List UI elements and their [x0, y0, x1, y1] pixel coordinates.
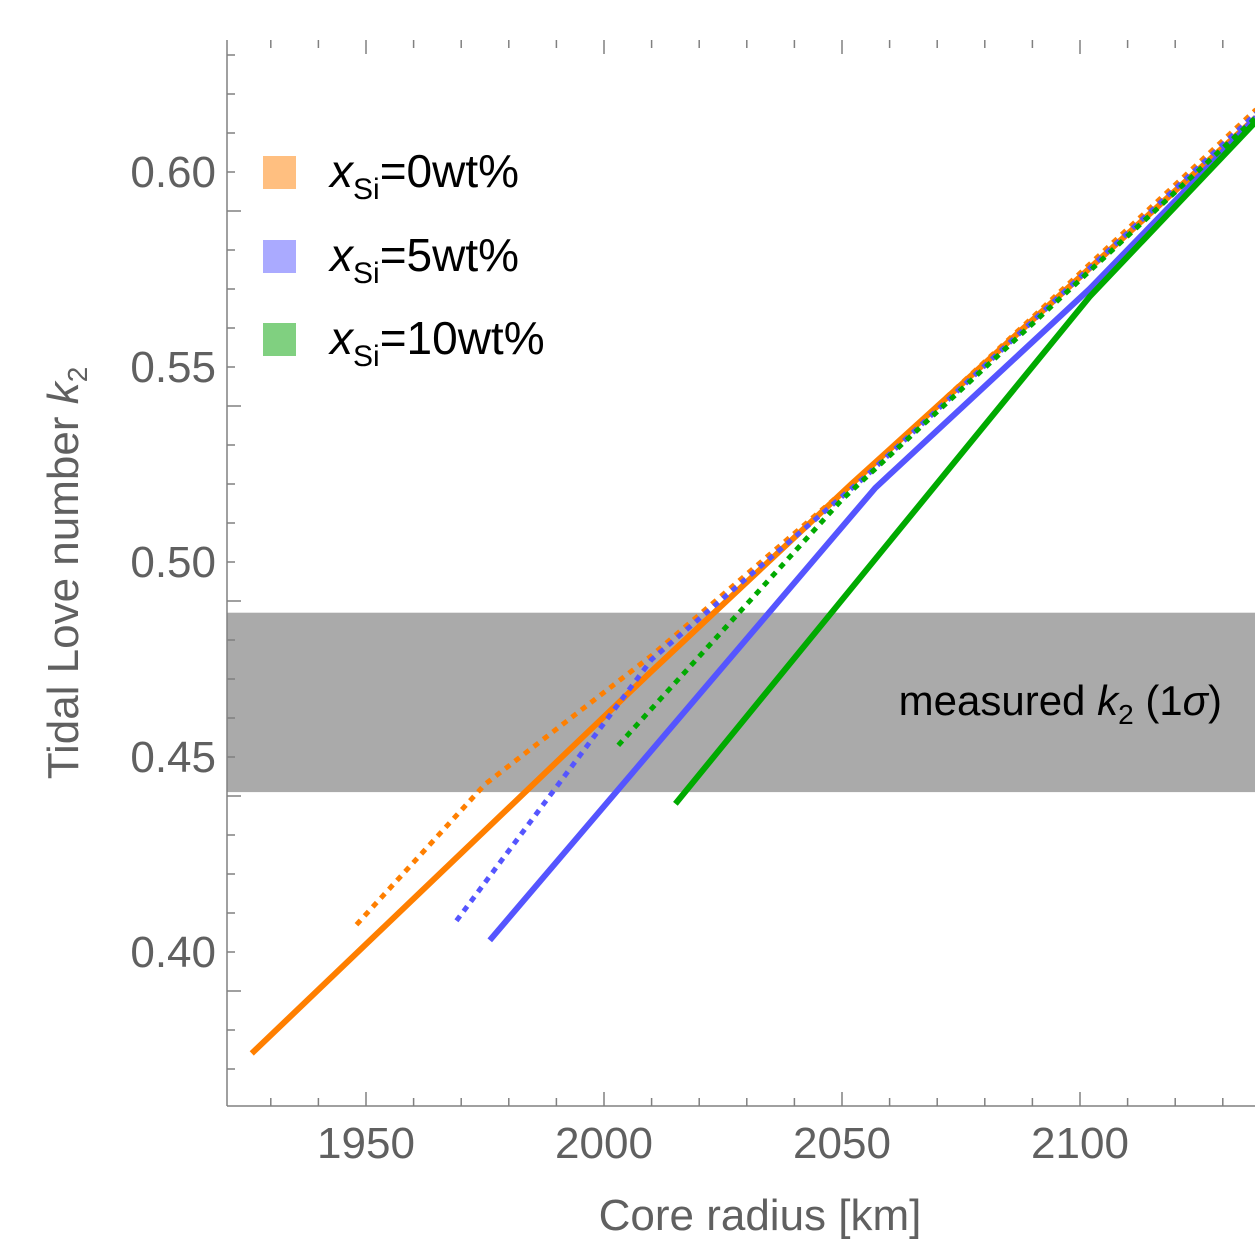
- legend-label-0: xSi=0wt%: [328, 145, 519, 206]
- y-tick-label: 0.55: [130, 343, 216, 392]
- series-line-5: [616, 115, 1255, 747]
- y-tick-label: 0.40: [130, 928, 216, 977]
- y-ticks: 0.40 0.45 0.50 0.55 0.60: [130, 54, 241, 1070]
- x-tick-label: 2100: [1031, 1119, 1129, 1168]
- series-line-3: [454, 111, 1255, 923]
- x-ticks: 1950 2000 2050 2100: [270, 40, 1224, 1168]
- series-group: [249, 107, 1255, 1056]
- x-tick-label: 2050: [793, 1119, 891, 1168]
- legend-swatch-1: [263, 240, 296, 273]
- y-tick-label: 0.60: [130, 148, 216, 197]
- y-tick-label: 0.50: [130, 538, 216, 587]
- y-axis-title: Tidal Love number k2: [39, 367, 93, 780]
- series-line-1: [354, 107, 1255, 927]
- series-line-4: [673, 119, 1255, 806]
- legend-swatch-2: [263, 323, 296, 356]
- legend: xSi=0wt% xSi=5wt% xSi=10wt%: [263, 145, 545, 373]
- legend-label-2: xSi=10wt%: [328, 312, 545, 373]
- y-tick-label: 0.45: [130, 733, 216, 782]
- series-line-2: [487, 115, 1255, 943]
- legend-swatch-0: [263, 156, 296, 189]
- axes: [226, 40, 1255, 1107]
- band-label: measured k2 (1σ): [899, 677, 1222, 730]
- x-tick-label: 2000: [555, 1119, 653, 1168]
- x-tick-label: 1950: [317, 1119, 415, 1168]
- legend-label-1: xSi=5wt%: [328, 229, 519, 290]
- x-axis-title: Core radius [km]: [599, 1191, 922, 1239]
